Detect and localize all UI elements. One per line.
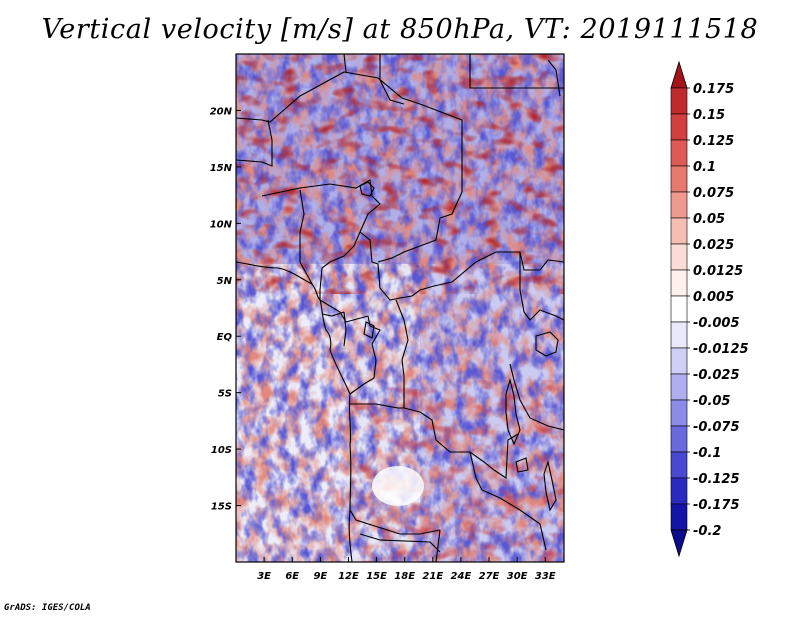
lake-victoria (535, 331, 559, 357)
y-tick-label: 5S (218, 389, 232, 400)
colorbar-label: -0.2 (693, 524, 721, 539)
colorbar-swatch (670, 451, 688, 479)
colorbar-label: -0.005 (693, 316, 740, 331)
vertical-velocity-field (236, 54, 564, 562)
colorbar-bottom-triangle (670, 529, 688, 558)
border-gabon (321, 311, 347, 347)
x-tick-label: 12E (338, 571, 359, 582)
x-tick-label: 6E (285, 571, 299, 582)
border-north-1 (236, 71, 463, 192)
colorbar-swatch (670, 113, 688, 141)
x-tick-label: 27E (479, 571, 500, 582)
x-tick-label: 15E (366, 571, 387, 582)
colorbar-top-triangle (670, 60, 688, 89)
border-sudan (377, 191, 463, 263)
lake-small-1 (515, 457, 529, 473)
border-cameroon (319, 245, 355, 300)
colorbar-label: -0.05 (693, 394, 730, 409)
colorbar-swatch (670, 321, 688, 349)
colorbar-swatch (670, 295, 688, 323)
y-tick-label: 5N (217, 276, 233, 287)
colorbar-label: 0.005 (693, 290, 734, 305)
x-axis: 3E 6E 9E 12E 15E 18E 21E 24E 27E 30E 33E (257, 557, 556, 582)
plot-frame (235, 53, 565, 563)
colorbar-swatch (670, 217, 688, 245)
x-tick-label: 18E (394, 571, 415, 582)
colorbar-label: -0.125 (693, 472, 740, 487)
colorbar-label: -0.075 (693, 420, 740, 435)
colorbar-label: -0.0125 (693, 342, 749, 357)
map-outlines (236, 54, 564, 562)
y-tick-label: EQ (217, 332, 233, 343)
colorbar-label: 0.1 (693, 160, 716, 175)
colorbar-label: 0.075 (693, 186, 734, 201)
colorbar-label: 0.0125 (693, 264, 743, 279)
colorbar-swatch (670, 477, 688, 505)
y-tick-label: 10N (210, 219, 233, 230)
y-axis: 20N 15N 10N 5N EQ 5S 10S 15S (210, 106, 241, 513)
lake-small-2 (363, 321, 375, 339)
border-east-1 (519, 252, 564, 321)
x-tick-label: 3E (257, 571, 271, 582)
colorbar-swatch (670, 373, 688, 401)
x-tick-label: 33E (535, 571, 556, 582)
lake-chad (359, 181, 375, 197)
lake-malawi (543, 459, 557, 512)
border-south-2 (469, 451, 547, 551)
colorbar-label: 0.15 (693, 108, 725, 123)
colorbar-label: -0.1 (693, 446, 721, 461)
border-egypt (469, 54, 564, 89)
border-car (359, 231, 564, 301)
border-nigeria (299, 189, 313, 285)
border-north-3 (379, 54, 405, 105)
colorbar-label: 0.025 (693, 238, 734, 253)
colorbar-swatch (670, 269, 688, 297)
colorbar-swatch (670, 191, 688, 219)
x-tick-label: 30E (507, 571, 528, 582)
x-tick-label: 21E (422, 571, 443, 582)
border-drc (395, 299, 519, 479)
border-congo (319, 299, 381, 395)
y-tick-label: 20N (210, 106, 233, 117)
colorbar-swatch (670, 347, 688, 375)
colorbar: 0.175 0.15 0.125 0.1 0.075 0.05 0.025 0.0125 0.0… (670, 60, 749, 558)
y-tick-label: 15N (210, 163, 233, 174)
border-south-3 (359, 533, 441, 553)
colorbar-label: -0.025 (693, 368, 740, 383)
lake-tanganyika (505, 377, 521, 446)
border-east-2 (509, 363, 564, 431)
lake-east-coast (547, 59, 561, 97)
colorbar-swatch (670, 165, 688, 193)
colorbar-label: -0.175 (693, 498, 740, 513)
colorbar-label: 0.175 (693, 82, 734, 97)
colorbar-swatch (670, 243, 688, 271)
colorbar-label: 0.125 (693, 134, 734, 149)
y-tick-label: 15S (211, 502, 232, 513)
border-south-1 (435, 529, 441, 562)
colorbar-swatch (670, 87, 688, 115)
y-tick-label: 10S (211, 445, 232, 456)
coastline-west-africa (236, 261, 353, 562)
border-north-2 (343, 54, 347, 73)
border-angola (349, 403, 441, 535)
colorbar-swatch (670, 425, 688, 453)
border-sahel-1 (236, 119, 273, 167)
colorbar-swatch (670, 399, 688, 427)
border-sahel-2 (261, 179, 381, 247)
colorbar-swatch (670, 139, 688, 167)
colorbar-label: 0.05 (693, 212, 725, 227)
chart-title: Vertical velocity [m/s] at 850hPa, VT: 2… (41, 14, 759, 45)
x-tick-label: 24E (451, 571, 472, 582)
x-tick-label: 9E (313, 571, 327, 582)
grads-credit: GrADS: IGES/COLA (4, 603, 91, 613)
colorbar-swatch (670, 503, 688, 531)
